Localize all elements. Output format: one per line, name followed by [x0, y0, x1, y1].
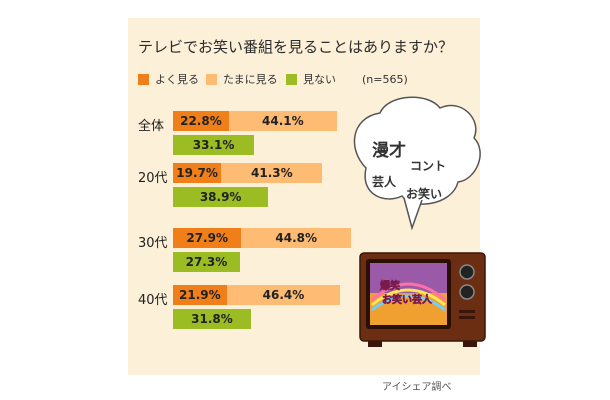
speech-bubble: 漫才 コント 芸人 お笑い [353, 96, 481, 231]
legend-swatch-never [286, 73, 297, 85]
tv-screen-line2: お笑い芸人 [382, 293, 433, 306]
bar-often: 19.7% [173, 163, 222, 183]
legend-item-often: よく見る [138, 71, 199, 87]
bar-sometimes: 44.1% [228, 111, 337, 131]
source-note: アイシェア調べ [382, 380, 452, 393]
bubble-word-geinin: 芸人 [372, 174, 397, 189]
bar-value-label: 44.1% [262, 114, 304, 128]
legend-label-sometimes: たまに見る [223, 73, 278, 86]
category-label: 40代 [138, 293, 168, 308]
bubble-word-konto: コント [410, 159, 446, 173]
bar-never: 31.8% [173, 309, 251, 329]
category-label: 全体 [138, 119, 165, 134]
bar-value-label: 22.8% [180, 114, 222, 128]
bar-value-label: 19.7% [176, 166, 218, 180]
legend-label-often: よく見る [155, 73, 199, 86]
bar-sometimes: 44.8% [241, 228, 352, 248]
tv-knob-icon [459, 284, 475, 300]
chart-title: テレビでお笑い番組を見ることはありますか？ [138, 38, 454, 56]
legend-item-sometimes: たまに見る [206, 71, 278, 87]
bar-often: 21.9% [173, 285, 227, 305]
tv-screen-line1: 爆笑 [380, 279, 400, 292]
tv-icon: 爆笑 お笑い芸人 [359, 252, 486, 347]
legend-swatch-often [138, 73, 149, 85]
bar-often: 27.9% [173, 228, 242, 248]
bar-value-label: 33.1% [192, 138, 235, 152]
tv-knob-icon [459, 264, 475, 280]
bar-value-label: 46.4% [262, 288, 305, 302]
bar-value-label: 27.3% [185, 255, 228, 269]
bar-often: 22.8% [173, 111, 229, 131]
legend-label-never: 見ない [303, 73, 336, 86]
bubble-word-owarai: お笑い [406, 186, 442, 201]
bar-never: 38.9% [173, 187, 269, 207]
bar-sometimes: 46.4% [226, 285, 341, 305]
bar-value-label: 27.9% [186, 231, 228, 245]
category-label: 30代 [138, 236, 168, 251]
legend-item-never: 見ない [286, 71, 336, 87]
legend-swatch-sometimes [206, 73, 217, 85]
bar-never: 27.3% [173, 252, 240, 272]
bar-value-label: 31.8% [191, 312, 233, 326]
bar-value-label: 44.8% [275, 231, 318, 245]
bar-value-label: 38.9% [199, 190, 242, 204]
bar-sometimes: 41.3% [221, 163, 323, 183]
bar-never: 33.1% [173, 135, 255, 155]
bubble-word-manzai: 漫才 [372, 140, 406, 161]
category-label: 20代 [138, 171, 168, 186]
sample-size: (n=565) [362, 73, 408, 86]
bar-value-label: 41.3% [251, 166, 293, 180]
bar-value-label: 21.9% [179, 288, 221, 302]
